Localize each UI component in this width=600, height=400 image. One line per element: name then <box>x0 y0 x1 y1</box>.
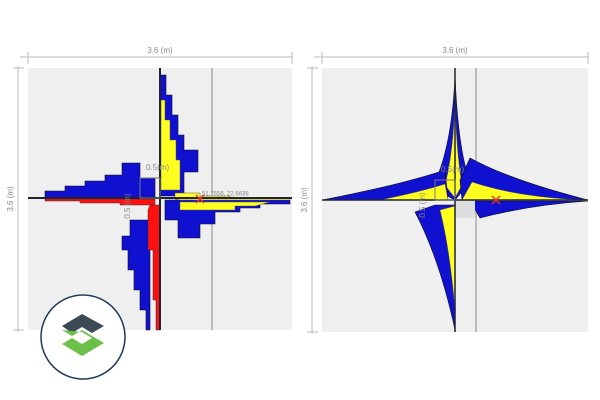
height-label: 3.6 (m) <box>300 187 309 213</box>
left-panel: 3.6 (m) 3.6 (m) 0.5(m) 0.5 (m) 51.7656, … <box>6 46 293 332</box>
moment-area <box>379 183 449 201</box>
moment-area <box>414 204 456 331</box>
logo-shape <box>62 314 104 333</box>
cell-box <box>139 177 161 199</box>
cell-height-label: 0.5 (m) <box>123 193 132 219</box>
cell-width-label: 0.5(m) <box>146 163 169 172</box>
moment-area <box>469 200 589 219</box>
cursor-marker <box>195 194 205 204</box>
height-label: 3.6 (m) <box>6 186 15 212</box>
cell-box <box>455 200 475 218</box>
cell-box <box>434 179 456 201</box>
cell-width-label: 0.5(m) <box>441 165 464 174</box>
point-label: 51.7656, 22.6638 <box>202 192 249 198</box>
logo <box>40 294 126 380</box>
width-label: 3.6 (m) <box>442 46 468 55</box>
logo-circle <box>40 294 126 380</box>
moment-area <box>160 99 181 191</box>
cell-height-label: 0.5 (m) <box>418 192 427 218</box>
right-panel: 3.6 (m) 3.6 (m) 0.5(m) 0.5 (m) <box>300 46 589 334</box>
moment-area <box>179 201 271 211</box>
logo-shape <box>62 330 104 356</box>
moment-area <box>439 205 456 311</box>
width-label: 3.6 (m) <box>147 46 173 55</box>
moment-area <box>44 198 156 206</box>
moment-area <box>461 181 589 201</box>
moment-area <box>121 205 151 331</box>
cursor-marker <box>491 195 501 205</box>
